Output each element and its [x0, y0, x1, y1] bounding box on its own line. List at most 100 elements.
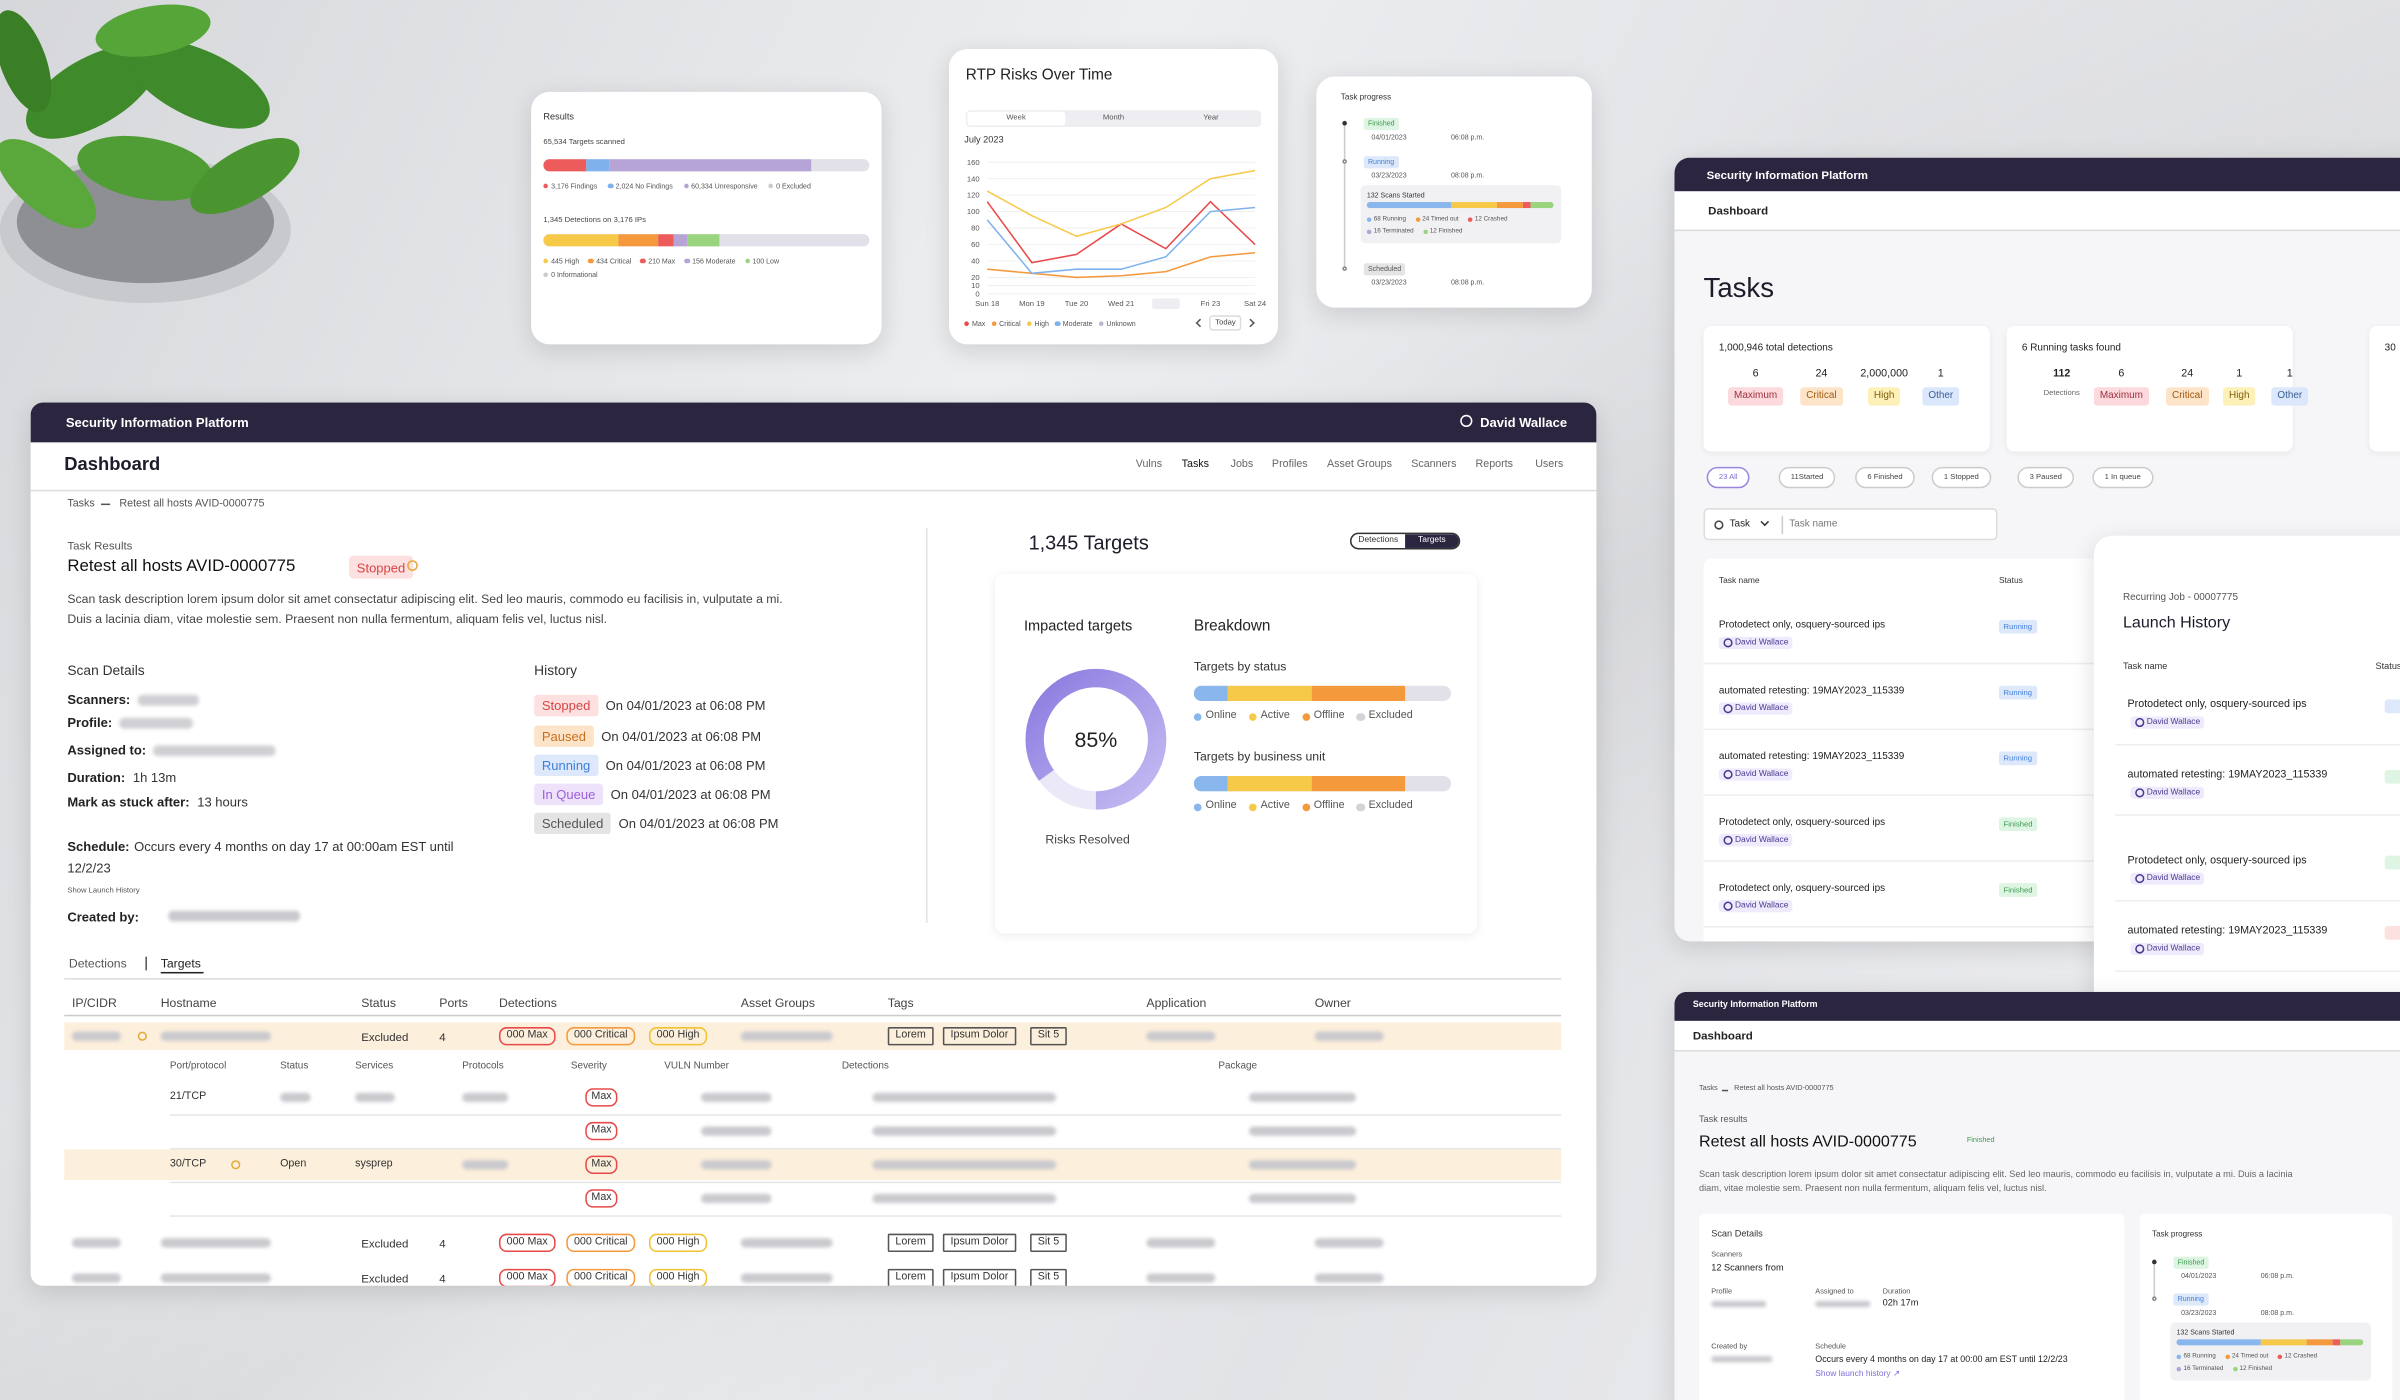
- nav-item[interactable]: Users: [1535, 459, 1564, 470]
- bar-segment: [543, 159, 586, 172]
- today-button[interactable]: Today: [1209, 315, 1242, 331]
- user-name: David Wallace: [2146, 874, 2201, 884]
- task-name[interactable]: automated retesting: 19MAY2023_115339: [2127, 769, 2328, 781]
- timeline-dot: [1341, 265, 1347, 271]
- history-time: On 04/01/2023 at 06:08 PM: [610, 786, 771, 803]
- severity-pill: 000 Max: [498, 1027, 556, 1046]
- status-pill: Running: [1998, 751, 2037, 766]
- detail-label: Mark as stuck after:: [67, 794, 190, 810]
- period-tab[interactable]: Year: [1203, 113, 1219, 123]
- blurred-text: [1314, 1273, 1384, 1283]
- column-header: Status: [361, 996, 396, 1011]
- legend-item: 100 Low: [744, 257, 779, 265]
- status-pill: Finished: [1998, 817, 2038, 832]
- blurred-text: [1711, 1356, 1773, 1363]
- legend-dot: [1055, 321, 1061, 327]
- legend-item: 68 Running: [2176, 1352, 2216, 1361]
- task-name[interactable]: automated retesting: 19MAY2023_115339: [1718, 685, 1905, 697]
- column-header: Status: [2375, 662, 2400, 672]
- task-name[interactable]: automated retesting: 19MAY2023_115339: [2127, 926, 2328, 937]
- nav-item[interactable]: Asset Groups: [1327, 459, 1392, 470]
- sub-column-header: Services: [355, 1060, 394, 1072]
- tab[interactable]: Detections: [68, 956, 127, 971]
- severity-pill: Max: [585, 1088, 618, 1108]
- breadcrumb[interactable]: Tasks: [1698, 1085, 1718, 1093]
- nav-item[interactable]: Jobs: [1230, 459, 1254, 470]
- filter-chip[interactable]: 11Started: [1778, 466, 1836, 489]
- blurred-text: [71, 1273, 121, 1283]
- task-name[interactable]: automated retesting: 19MAY2023_115339: [1718, 751, 1905, 763]
- detail-value: Occurs every 4 months on day 17 at 00:00…: [1815, 1356, 2068, 1366]
- count-value: 1: [2236, 368, 2243, 380]
- column-header: Owner: [1314, 996, 1351, 1011]
- task-name[interactable]: Protodetect only, osquery-sourced ips: [1718, 619, 1886, 631]
- legend-label: Active: [1260, 710, 1290, 721]
- launch-history-link[interactable]: Show launch history ↗: [1815, 1369, 1901, 1380]
- search-input[interactable]: Task name: [1789, 518, 1838, 530]
- task-name[interactable]: Protodetect only, osquery-sourced ips: [1718, 883, 1886, 894]
- severity-pill: 000 Critical: [566, 1233, 636, 1253]
- column-header: Task name: [1718, 577, 1760, 587]
- card-title: Results: [543, 113, 574, 123]
- breadcrumb[interactable]: Tasks: [67, 498, 95, 510]
- filter-chip[interactable]: 3 Paused: [2017, 466, 2075, 489]
- sub-column-header: Status: [280, 1060, 309, 1072]
- nav-item[interactable]: Profiles: [1271, 459, 1308, 470]
- mini-dashboard-window: Security Information Platform Dashboard Ta…: [1674, 991, 2400, 1400]
- nav-item[interactable]: Scanners: [1411, 459, 1457, 470]
- bar-segment: [1227, 776, 1313, 792]
- legend-item: 156 Moderate: [684, 257, 736, 265]
- legend-dot: [964, 321, 970, 327]
- summary-title: 6 Running tasks found: [2021, 342, 2121, 354]
- toggle-option[interactable]: Targets: [1405, 534, 1459, 548]
- bar-segment: [1193, 685, 1228, 702]
- timeline-dot: [2151, 1295, 2157, 1302]
- tab[interactable]: Targets: [160, 956, 201, 971]
- tag: Sit 5: [1030, 1268, 1067, 1286]
- chart-title: RTP Risks Over Time: [965, 67, 1113, 85]
- filter-chip[interactable]: 1 Stopped: [1931, 466, 1992, 489]
- nav-item[interactable]: Tasks: [1181, 459, 1210, 470]
- task-description: Scan task description lorem ipsum dolor …: [67, 592, 783, 626]
- today-nav[interactable]: Today: [1195, 315, 1256, 331]
- filter-chip[interactable]: 23 All: [1706, 466, 1750, 489]
- user-name[interactable]: David Wallace: [1480, 414, 1568, 431]
- nav-item[interactable]: Vulns: [1135, 459, 1163, 470]
- legend-item: Active: [1248, 710, 1290, 723]
- y-tick-label: 60: [971, 240, 980, 249]
- task-name[interactable]: Protodetect only, osquery-sourced ips: [2127, 699, 2307, 711]
- blurred-text: [1248, 1160, 1357, 1170]
- period-tab[interactable]: Week: [967, 111, 1065, 126]
- status-pill: [2384, 769, 2400, 784]
- detail-row: Scanners:: [67, 692, 200, 707]
- blurred-text: [1248, 1092, 1357, 1103]
- legend-label: Excluded: [1368, 710, 1413, 721]
- legend-label: Excluded: [1368, 800, 1413, 812]
- column-header: Task name: [2122, 662, 2168, 672]
- summary-total: 112: [2053, 368, 2071, 380]
- header-bar: [30, 402, 1597, 443]
- search-field[interactable]: Task: [1729, 518, 1751, 530]
- period-tab[interactable]: Month: [1102, 113, 1125, 123]
- y-tick-label: 80: [971, 224, 980, 233]
- launch-history-link[interactable]: Show Launch History: [67, 886, 140, 896]
- task-name[interactable]: Protodetect only, osquery-sourced ips: [1718, 817, 1886, 829]
- legend-item: 24 Timed out: [1415, 214, 1459, 224]
- toggle-option[interactable]: Detections: [1358, 535, 1399, 545]
- legend-dot: [991, 321, 997, 327]
- detail-value: 12 Scanners from: [1711, 1264, 1784, 1274]
- column-header: Hostname: [160, 996, 217, 1011]
- legend-dot: [744, 258, 750, 264]
- user-icon: [2134, 717, 2145, 728]
- filter-chip[interactable]: 6 Finished: [1855, 466, 1915, 489]
- legend-dot: [1467, 217, 1473, 222]
- bar-segment: [543, 234, 619, 247]
- legend-dot: [1356, 802, 1365, 811]
- task-name[interactable]: Protodetect only, osquery-sourced ips: [2127, 855, 2307, 867]
- task-progress-card: Task progress Finished 04/01/2023 06:08 p.m…: [2139, 1213, 2393, 1400]
- timeline-dot: [2151, 1258, 2157, 1265]
- nav-item[interactable]: Reports: [1475, 459, 1514, 470]
- filter-chip[interactable]: 1 In queue: [2092, 466, 2154, 489]
- summary-card: 6 Running tasks found 112 Detections 6 Maxim…: [2006, 326, 2309, 452]
